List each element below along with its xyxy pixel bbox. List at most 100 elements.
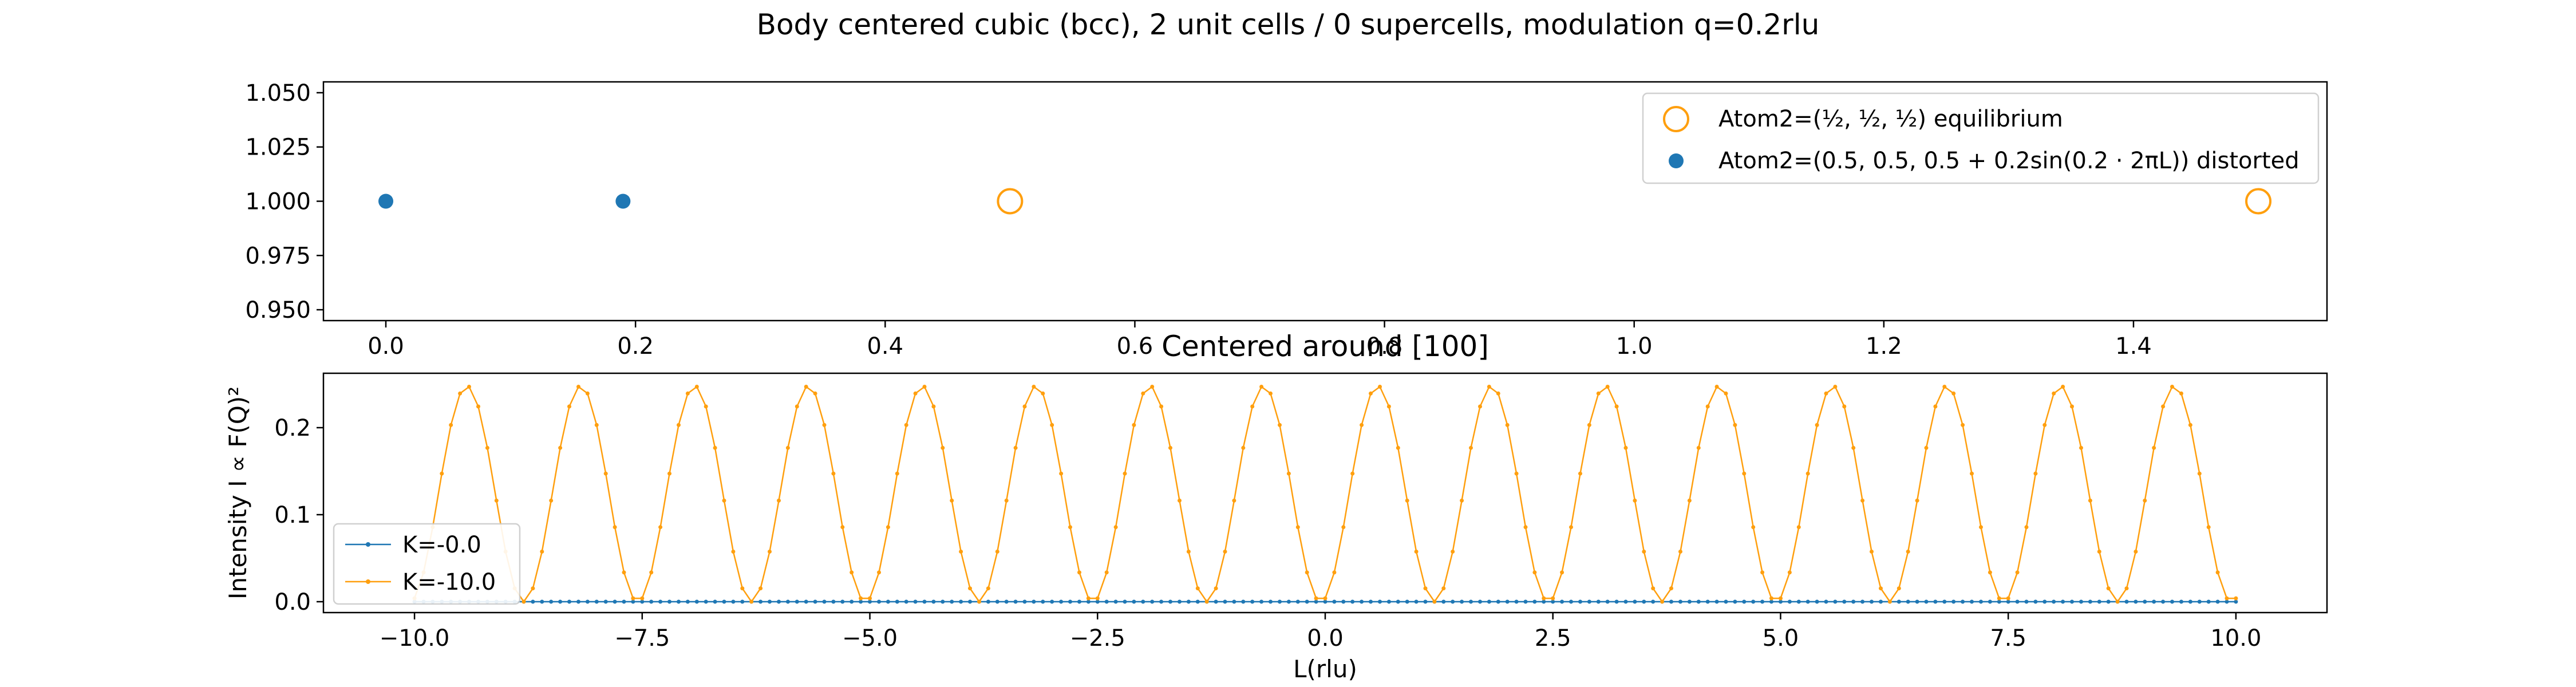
data-point	[2052, 391, 2056, 396]
data-point	[1924, 599, 1929, 604]
data-point	[1086, 599, 1091, 604]
data-point	[768, 599, 772, 604]
data-point	[1733, 599, 1737, 604]
data-point	[749, 599, 754, 604]
data-point	[795, 599, 799, 604]
data-point	[2015, 570, 2020, 575]
data-point	[813, 599, 817, 604]
x-tick-label: −10.0	[380, 625, 450, 652]
data-point	[2033, 599, 2038, 604]
data-point	[2188, 599, 2192, 604]
data-point	[2124, 586, 2129, 591]
data-point	[1560, 570, 1564, 575]
data-point	[859, 596, 863, 601]
data-point	[677, 599, 681, 604]
legend-equilibrium-label: Atom2=(½, ½, ½) equilibrium	[1718, 106, 2063, 132]
data-point	[713, 599, 717, 604]
data-point	[2052, 599, 2056, 604]
data-point	[1523, 599, 1528, 604]
y-tick-label: 1.050	[245, 80, 311, 106]
data-point	[558, 599, 563, 604]
data-point	[2079, 599, 2083, 604]
data-point	[2006, 599, 2010, 604]
data-point	[2152, 599, 2156, 604]
data-point	[694, 385, 699, 389]
data-point	[2179, 391, 2183, 396]
data-point	[1605, 599, 1610, 604]
data-point	[558, 445, 563, 450]
data-point	[1833, 599, 1838, 604]
data-point	[1041, 599, 1045, 604]
data-point	[1223, 550, 1227, 554]
data-point	[1186, 599, 1191, 604]
data-point	[585, 391, 590, 396]
data-point	[785, 445, 790, 450]
data-point	[1705, 404, 1710, 409]
data-point	[1159, 599, 1164, 604]
data-point	[1915, 599, 1919, 604]
y-tick-label: 0.1	[274, 502, 311, 528]
legend-marker-swatch	[366, 542, 370, 547]
data-point	[1633, 498, 1637, 503]
data-point	[1004, 599, 1009, 604]
data-point	[2179, 599, 2183, 604]
data-point	[2225, 596, 2229, 601]
data-point	[1013, 445, 1018, 450]
data-point	[1696, 445, 1701, 450]
data-point	[1369, 391, 1373, 396]
data-point	[2024, 525, 2029, 530]
data-point	[1870, 550, 1874, 554]
data-point	[2143, 498, 2147, 503]
data-point	[1405, 599, 1409, 604]
intensity-axes-frame	[322, 372, 2328, 614]
data-point	[613, 525, 617, 530]
data-point	[1469, 445, 1473, 450]
legend-marker-swatch	[366, 579, 370, 584]
x-tick-label: 1.4	[2115, 333, 2152, 360]
data-point	[1195, 586, 1200, 591]
data-point	[1687, 498, 1692, 503]
data-point	[1350, 599, 1355, 604]
data-point	[1104, 599, 1109, 604]
legend-equilibrium-marker	[1663, 106, 1689, 132]
subplot-atom-positions: 0.0 0.2 0.4 0.6 0.8 1.0 1.2 1.4 0.950 0.975 1.000 1…	[245, 80, 2328, 360]
data-point	[1760, 599, 1765, 604]
data-point	[968, 586, 972, 591]
data-point	[622, 570, 626, 575]
data-point	[886, 525, 890, 530]
data-point	[1988, 599, 1992, 604]
data-point	[1787, 599, 1792, 604]
data-point	[458, 391, 463, 396]
data-point	[758, 586, 763, 591]
data-point	[1824, 599, 1828, 604]
data-point	[1095, 596, 1100, 601]
data-point	[1259, 385, 1264, 389]
data-point	[2024, 599, 2029, 604]
data-point	[1022, 599, 1027, 604]
data-point	[1587, 423, 1591, 427]
data-point	[1687, 599, 1692, 604]
data-point	[2161, 404, 2166, 409]
data-point	[2106, 586, 2111, 591]
data-point	[1961, 423, 1965, 427]
data-point	[1824, 391, 1828, 396]
data-point	[1532, 599, 1537, 604]
data-point	[1332, 570, 1337, 575]
data-point	[2197, 599, 2202, 604]
intensity-y-axis-label: Intensity I ∝ F(Q)²	[224, 386, 252, 599]
data-point	[1396, 445, 1400, 450]
data-point	[768, 550, 772, 554]
data-point	[1178, 498, 1182, 503]
data-point	[1269, 599, 1273, 604]
data-point	[904, 423, 908, 427]
data-point	[685, 391, 690, 396]
x-tick-label: 0.2	[617, 333, 654, 360]
data-point	[1642, 550, 1646, 554]
data-point	[1897, 599, 1901, 604]
data-point	[713, 445, 717, 450]
data-point	[1970, 599, 1974, 604]
data-point	[1642, 599, 1646, 604]
data-point	[1086, 596, 1091, 601]
data-point	[1032, 599, 1036, 604]
